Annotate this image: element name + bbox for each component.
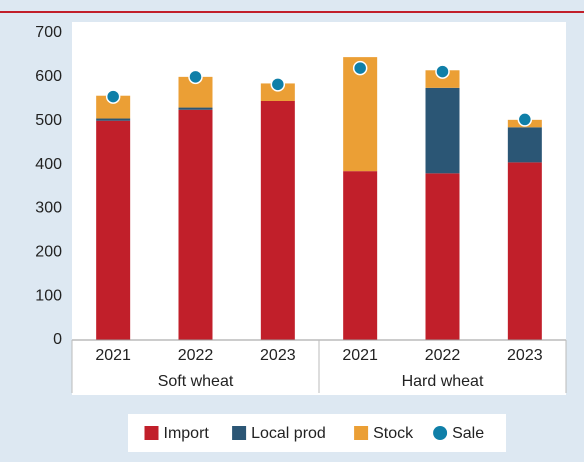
x-tick-label: 2021 <box>95 347 131 364</box>
bar-segment <box>343 171 378 340</box>
sale-dot <box>517 112 533 127</box>
legend-label: Stock <box>373 425 414 442</box>
plot-area <box>72 22 566 395</box>
legend-swatch <box>433 426 448 440</box>
sale-dot <box>105 89 121 104</box>
legend-label: Local prod <box>251 425 326 442</box>
legend-swatch <box>354 426 369 440</box>
bar-segment <box>507 162 542 340</box>
bar-segment <box>425 173 460 340</box>
y-tick-label: 300 <box>35 200 62 217</box>
group-label: Soft wheat <box>158 373 234 390</box>
x-tick-label: 2022 <box>178 347 214 364</box>
sale-dot <box>270 77 286 92</box>
y-tick-label: 600 <box>35 68 62 85</box>
legend-label: Import <box>164 425 210 442</box>
x-tick-label: 2023 <box>507 347 543 364</box>
y-tick-label: 200 <box>35 244 62 261</box>
bar-segment <box>425 70 460 88</box>
x-tick-label: 2022 <box>425 347 461 364</box>
y-tick-label: 0 <box>53 331 62 348</box>
bar-segment <box>96 118 131 121</box>
x-tick-label: 2023 <box>260 347 296 364</box>
x-tick-label: 2021 <box>342 347 378 364</box>
bar-segment <box>343 57 378 172</box>
group-label: Hard wheat <box>402 373 484 390</box>
y-tick-label: 100 <box>35 287 62 304</box>
legend-label: Sale <box>452 425 484 442</box>
bar-segment <box>96 95 131 119</box>
bar-segment <box>178 109 213 340</box>
bar-segment <box>507 127 542 163</box>
sale-dot <box>435 64 450 79</box>
sale-dot <box>188 69 203 85</box>
bar-segment <box>425 87 460 174</box>
y-tick-label: 500 <box>35 112 62 129</box>
bar-segment <box>96 120 131 340</box>
legend-swatch <box>144 426 159 440</box>
sale-dot <box>352 60 368 76</box>
legend-swatch <box>232 426 247 440</box>
y-tick-label: 700 <box>35 24 62 41</box>
bar-segment <box>260 100 295 340</box>
y-tick-label: 400 <box>35 156 62 173</box>
bar-segment <box>178 107 213 110</box>
bar-segment <box>260 83 295 101</box>
